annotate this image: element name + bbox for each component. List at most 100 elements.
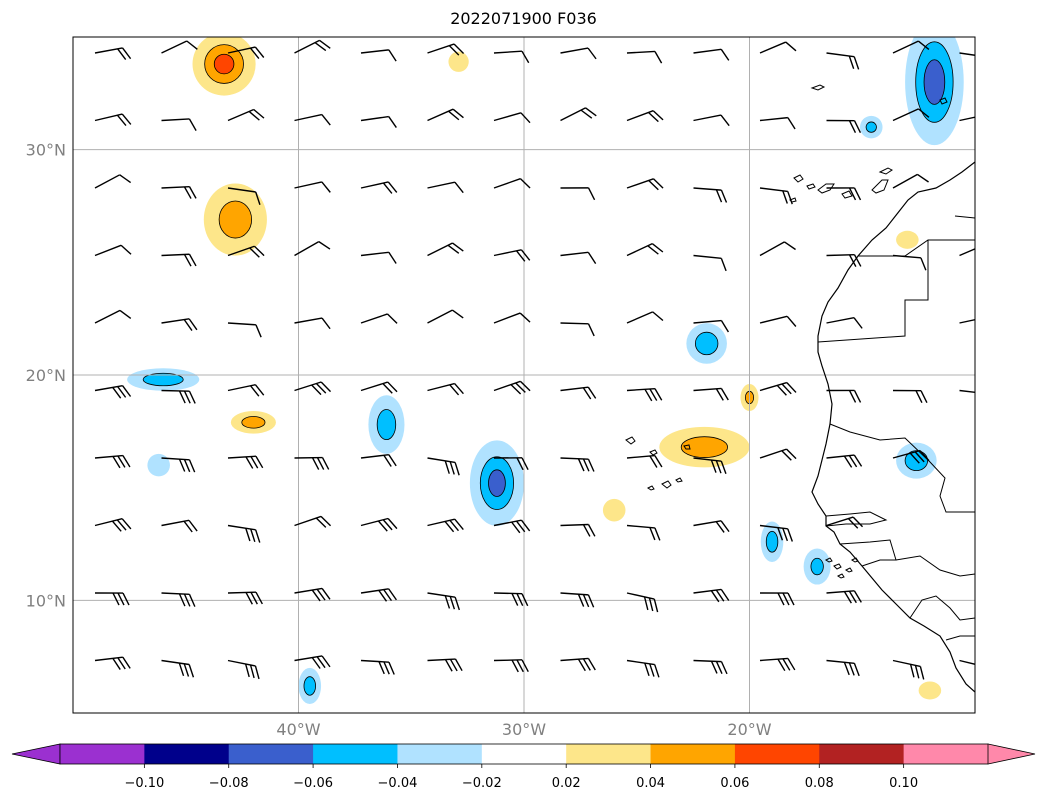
contour-feature [298,667,322,704]
wind-barb [360,453,397,467]
wind-barb [294,456,330,470]
wind-barb [560,592,595,608]
wind-barb [360,115,397,128]
contour-level [810,557,824,576]
wind-barb [427,658,463,672]
wind-barb [94,309,132,324]
coastline [625,84,975,693]
latitude-labels: 10°N 20°N 30°N [26,141,66,611]
map-title: 2022071900 F036 [450,9,597,28]
wind-barb [693,457,727,474]
contour-feature [469,440,524,526]
colorbar-extend-max [987,743,1036,765]
wind-barb [161,185,197,199]
contour-feature [859,115,883,139]
contour-feature [905,37,964,146]
contour-level [488,469,506,497]
wind-barb [227,455,264,469]
country-border [829,423,975,513]
wind-barb [294,39,331,54]
wind-barb [227,524,261,543]
wind-barb [693,254,727,272]
wind-barb [826,389,862,403]
map-frame [72,36,976,714]
wind-barb [493,592,529,607]
contour-feature [127,368,200,391]
wind-barb [161,592,196,607]
wind-barb [493,112,531,124]
wind-barb [560,187,596,201]
island [845,567,853,573]
wind-barb [493,659,529,673]
wind-barb [759,315,797,327]
colorbar-segment [60,744,145,764]
wind-barb [892,173,929,189]
wind-barb [560,657,596,672]
wind-barb [227,659,260,680]
wind-barb [560,251,597,264]
contour-feature [686,323,727,364]
wind-barb [94,454,131,469]
colorbar-segment [481,744,567,764]
wind-barb [759,592,795,606]
wind-barb [626,311,664,324]
island [647,485,655,491]
wind-barb [693,387,729,401]
island [833,563,842,570]
wind-barb [493,457,529,471]
wind-barb [360,251,397,264]
wind-barb [94,174,132,189]
wind-barb [892,254,927,271]
wind-barb [427,382,464,396]
colorbar-segment [650,744,736,764]
contour-feature [192,37,256,96]
colorbar-segment [397,744,483,764]
country-border [954,215,975,219]
island [939,97,948,105]
country-border [945,635,975,641]
contour-feature [602,498,626,522]
wind-barb [892,389,928,404]
wind-barb [294,317,331,330]
wind-barb [94,244,132,257]
lon-tick-label: 30°W [502,720,546,739]
colorbar-segment [228,744,314,764]
wind-barb [826,119,862,134]
colorbar-tick-label: 0.02 [552,776,581,791]
island [806,183,816,190]
wind-barb [427,518,464,533]
wind-barb [892,659,925,680]
wind-barb [560,386,597,400]
wind-barb [959,243,975,257]
contour-feature [448,51,469,72]
wind-barb [360,381,398,394]
wind-barb [227,322,262,338]
wind-barb [693,48,730,61]
wind-barb [693,588,730,603]
wind-barb [360,49,397,62]
island [825,557,833,563]
wind-barb [759,241,796,257]
wind-barb [161,389,196,404]
wind-barb [161,659,195,678]
colorbar-tick-label: −0.02 [462,776,502,791]
wind-barb [294,241,331,257]
wind-barb [161,519,198,533]
wind-barb [826,52,860,70]
colorbar-tick-label: −0.06 [293,776,333,791]
contour-level [765,530,779,553]
wind-barb [693,520,730,533]
wind-barb [759,116,796,130]
contour-level [448,51,469,72]
colorbar-segment [734,744,820,764]
wind-barb [626,178,664,191]
contour-level [680,436,729,458]
contour-layer [127,37,964,704]
wind-barb [94,592,130,606]
lon-tick-label: 20°W [727,720,771,739]
wind-barb [227,245,265,258]
wind-barb [360,659,395,675]
contour-feature [368,395,405,454]
country-border [839,539,897,567]
wind-barb [759,187,793,205]
